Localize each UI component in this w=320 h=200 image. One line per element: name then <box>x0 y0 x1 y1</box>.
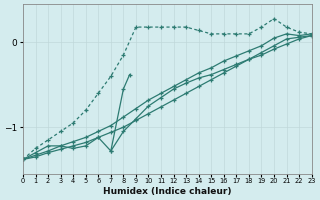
X-axis label: Humidex (Indice chaleur): Humidex (Indice chaleur) <box>103 187 232 196</box>
